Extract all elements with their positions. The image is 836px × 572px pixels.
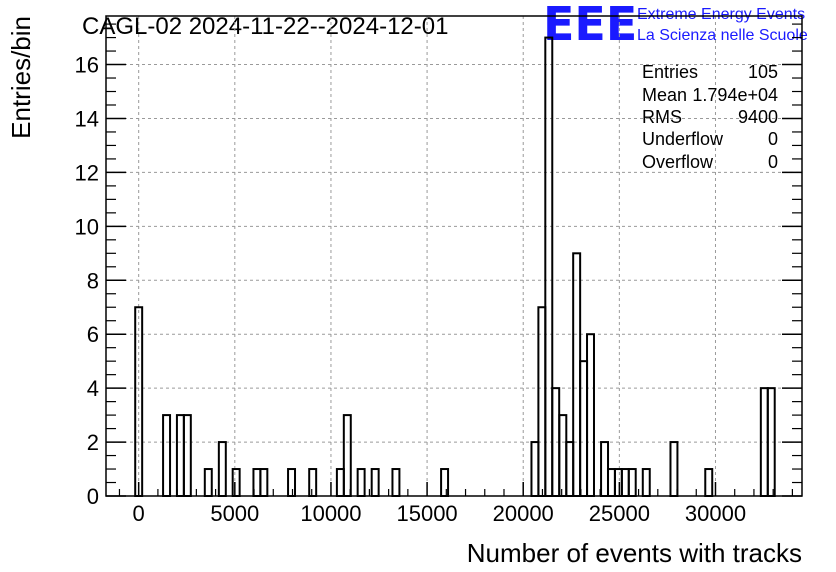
y-tick-label: 0 <box>87 484 99 509</box>
stats-label-entries: Entries <box>642 62 698 82</box>
plot-frame <box>105 15 803 497</box>
y-tick-label: 14 <box>75 106 99 131</box>
y-tick-label: 16 <box>75 53 99 78</box>
logo-line-1: Extreme Energy Events <box>637 6 805 23</box>
y-tick-label: 10 <box>75 214 99 239</box>
stats-value-rms: 9400 <box>738 107 778 127</box>
logo-line-2: La Scienza nelle Scuole <box>637 27 808 44</box>
eee-logo: EEE Extreme Energy Events La Scienza nel… <box>543 0 808 51</box>
stats-box: Entries 105 Mean 1.794e+04 RMS 9400 Unde… <box>642 62 778 172</box>
y-tick-label: 12 <box>75 160 99 185</box>
grid-lines <box>106 16 802 496</box>
x-tick-label: 0 <box>133 501 145 526</box>
stats-value-underflow: 0 <box>768 129 778 149</box>
x-tick-label: 25000 <box>589 501 650 526</box>
x-tick-label: 5000 <box>210 501 259 526</box>
stats-label-rms: RMS <box>642 107 682 127</box>
x-tick-label: 30000 <box>685 501 746 526</box>
stats-label-underflow: Underflow <box>642 129 724 149</box>
y-tick-label: 6 <box>87 322 99 347</box>
stats-value-overflow: 0 <box>768 152 778 172</box>
y-tick-label: 2 <box>87 430 99 455</box>
stats-label-overflow: Overflow <box>642 152 714 172</box>
logo-mark: EEE <box>543 0 637 51</box>
x-tick-label: 10000 <box>300 501 361 526</box>
y-tick-label: 4 <box>87 376 99 401</box>
stats-value-mean: 1.794e+04 <box>692 85 778 105</box>
x-tick-label: 20000 <box>493 501 554 526</box>
chart-title: CAGL-02 2024-11-22--2024-12-01 <box>82 13 448 40</box>
y-axis-title: Entries/bin <box>6 16 36 139</box>
stats-label-mean: Mean <box>642 85 687 105</box>
x-tick-label: 15000 <box>396 501 457 526</box>
y-tick-label: 8 <box>87 268 99 293</box>
x-axis-title: Number of events with tracks <box>467 538 802 568</box>
stats-value-entries: 105 <box>748 62 778 82</box>
